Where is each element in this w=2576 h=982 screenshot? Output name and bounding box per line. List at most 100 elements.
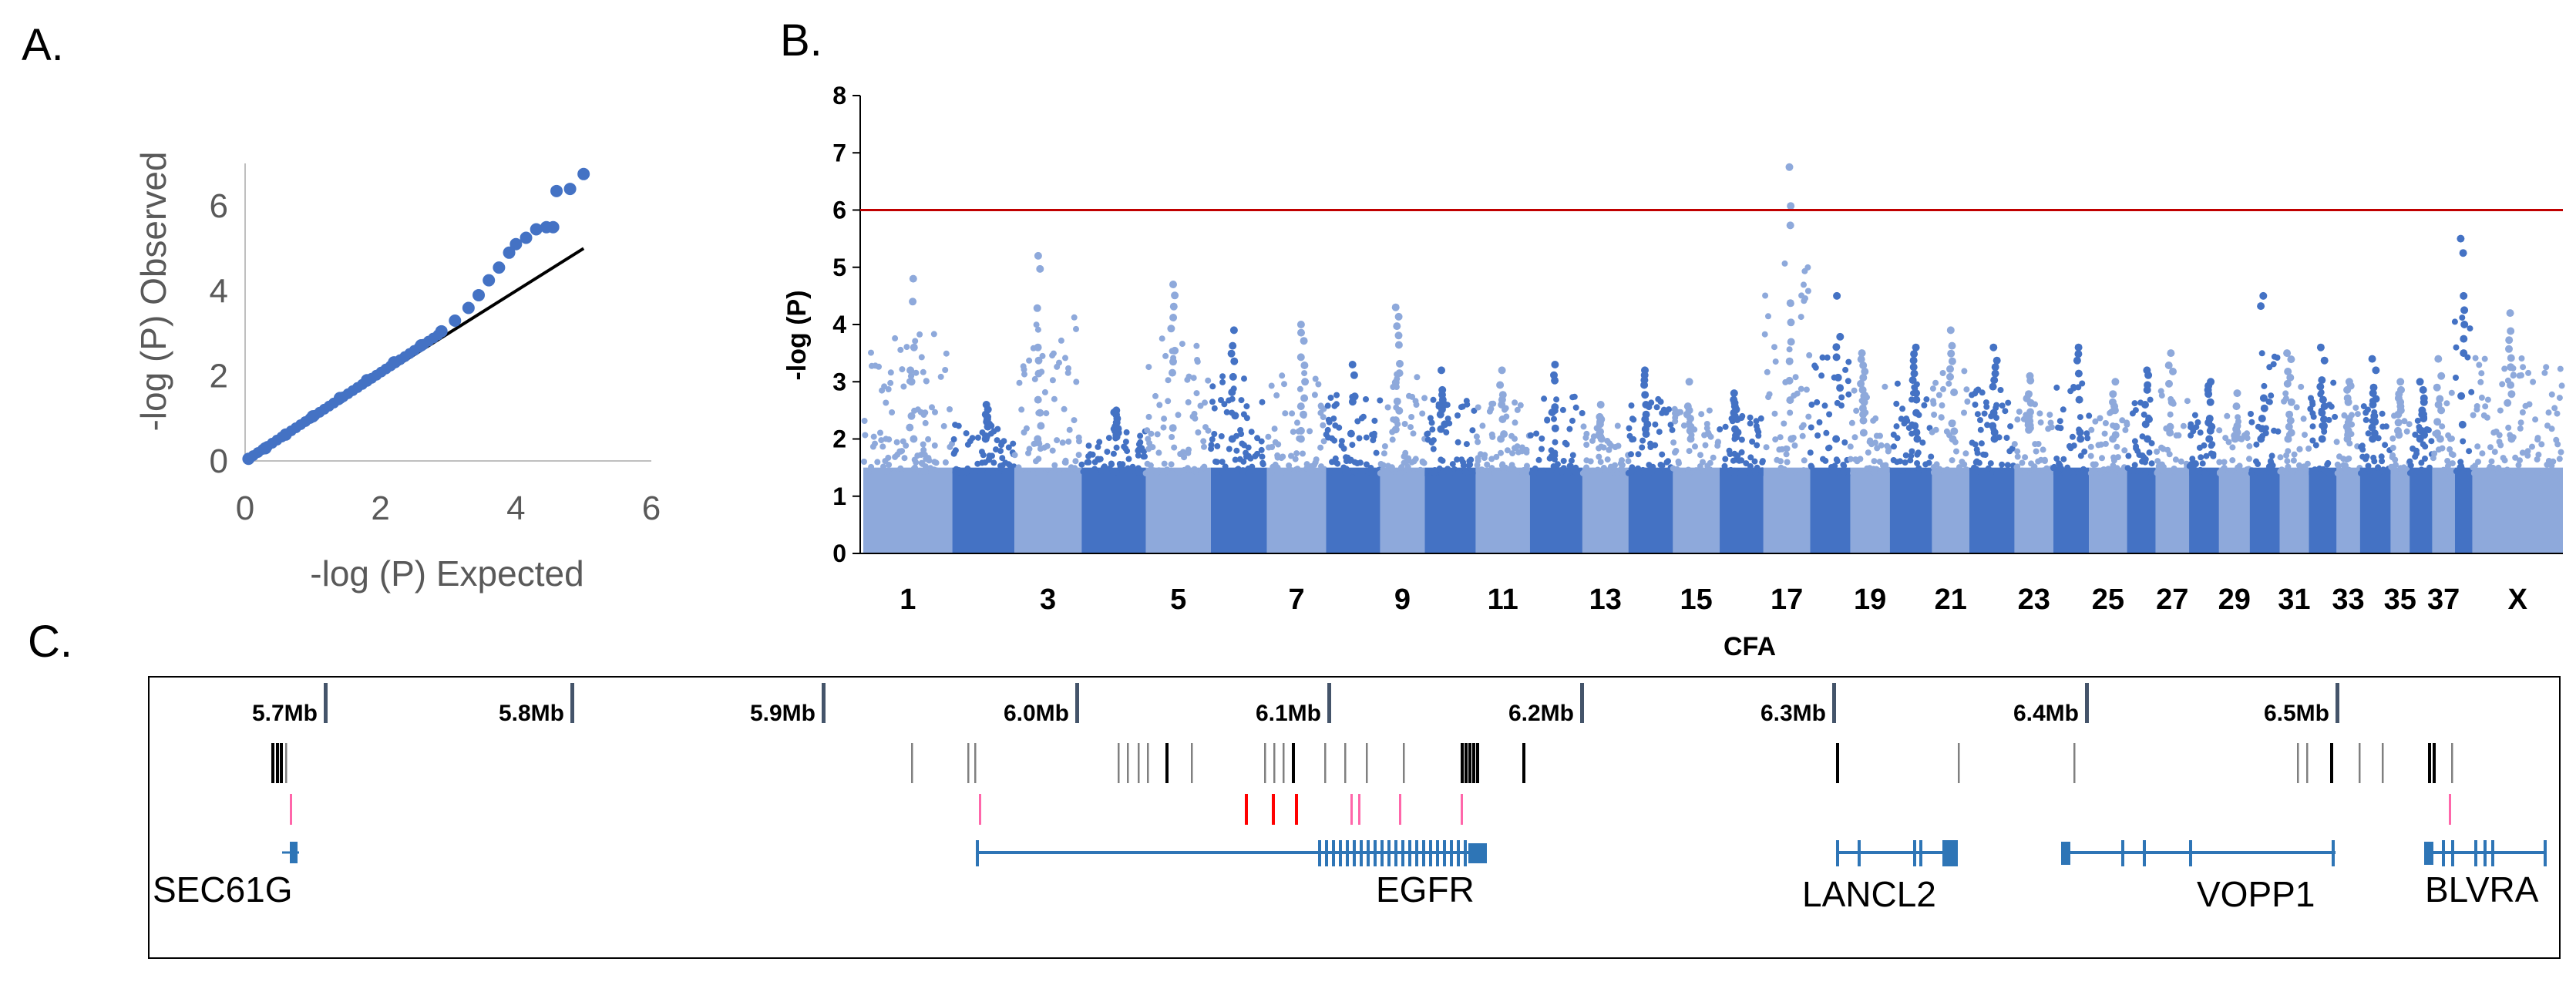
snp-point [2013, 464, 2020, 471]
snp-point [2270, 361, 2277, 368]
snp-point [2472, 462, 2478, 469]
snp-point [1190, 375, 1197, 382]
snp-point [2067, 445, 2074, 452]
snp-point [2261, 382, 2268, 389]
snp-point [1095, 443, 1101, 450]
snp-point [1811, 362, 1818, 369]
snp-point [1984, 422, 1991, 429]
snp-point [1051, 395, 1058, 402]
snp-point [1938, 414, 1945, 421]
snp-point [2092, 418, 2099, 425]
snp-point [2275, 428, 2282, 435]
snp-point [2510, 372, 2517, 379]
snp-point [1903, 415, 1910, 422]
snp-point [1043, 410, 1050, 417]
snp-point [1738, 457, 1745, 464]
snp-point [1259, 399, 1266, 405]
snp-point [909, 298, 917, 306]
snp-point [2142, 470, 2149, 476]
snp-pink-tick [2449, 794, 2451, 825]
snp-point [2307, 405, 2314, 412]
snp-point [1974, 449, 1981, 456]
snp-point [1393, 322, 1401, 331]
snp-point [942, 367, 949, 373]
snp-point [2207, 378, 2215, 386]
snp-point [1687, 422, 1695, 431]
snp-point [1559, 406, 1566, 413]
snp-point [2077, 435, 2085, 443]
snp-red-tick [1272, 794, 1275, 825]
snp-point [1294, 419, 1300, 426]
snp-point [1566, 425, 1573, 432]
snp-point [1871, 458, 1878, 465]
snp-point [1808, 424, 1814, 431]
snp-point [882, 458, 889, 465]
snp-tick [280, 743, 283, 783]
snp-point [1201, 443, 1207, 450]
snp-point [920, 368, 926, 375]
snp-point [982, 432, 990, 441]
snp-point [2428, 438, 2435, 445]
snp-point [920, 441, 926, 448]
snp-point [2507, 435, 2516, 443]
snp-point [2142, 459, 2148, 466]
snp-point [1394, 341, 1403, 349]
snp-point [1823, 429, 1830, 436]
snp-point [1814, 399, 1821, 405]
snp-point [1714, 439, 1721, 446]
snp-point [2320, 466, 2327, 473]
snp-point [871, 469, 878, 476]
snp-point [2102, 440, 2109, 447]
snp-point [2109, 398, 2117, 406]
snp-point [1523, 446, 1530, 453]
snp-point [1495, 470, 1502, 476]
snp-point [1707, 433, 1714, 440]
exon-vopp1 [2121, 840, 2124, 866]
snp-point [933, 467, 940, 474]
snp-point [2334, 470, 2341, 476]
snp-point [2167, 398, 2176, 406]
exon-egfr [1325, 840, 1328, 866]
snp-point [2144, 381, 2152, 389]
snp-point [1647, 444, 1654, 450]
snp-point [1274, 454, 1281, 461]
snp-point [1296, 402, 1305, 411]
snp-point [2079, 380, 2086, 387]
snp-point [1330, 415, 1337, 422]
snp-point [2406, 421, 2413, 428]
snp-point [1915, 449, 1922, 456]
snp-point [2534, 436, 2541, 443]
snp-tick [2428, 743, 2431, 783]
snp-point [1460, 462, 1467, 469]
exon-vopp1 [2189, 840, 2192, 866]
snp-point [2283, 349, 2292, 358]
chromosome-label: 21 [1935, 583, 1967, 616]
snp-point [1659, 462, 1666, 469]
snp-point [2004, 462, 2011, 469]
snp-tick [1283, 743, 1285, 783]
snp-point [2258, 350, 2265, 357]
snp-tick [1465, 743, 1468, 783]
qq-point [577, 167, 590, 180]
snp-point [1336, 424, 1343, 431]
exon-blvra [2442, 840, 2445, 866]
chromosome-band [1326, 467, 1380, 553]
snp-point [2121, 447, 2128, 454]
snp-point [1787, 435, 1796, 443]
snp-point [1368, 469, 1374, 476]
snp-point [1229, 395, 1236, 402]
snp-point [1804, 288, 1811, 294]
snp-point [1540, 470, 1547, 476]
qq-point [550, 184, 563, 197]
exon-blvra [2491, 840, 2494, 866]
snp-point [952, 447, 959, 454]
snp-point [2447, 446, 2453, 452]
snp-tick [911, 743, 913, 783]
qq-y-tick-label: 0 [210, 442, 228, 480]
snp-point [1367, 465, 1374, 471]
snp-point [1429, 426, 1436, 433]
snp-point [1639, 437, 1646, 444]
gene-label-egfr: EGFR [1376, 869, 1475, 910]
snp-point [1635, 451, 1642, 458]
